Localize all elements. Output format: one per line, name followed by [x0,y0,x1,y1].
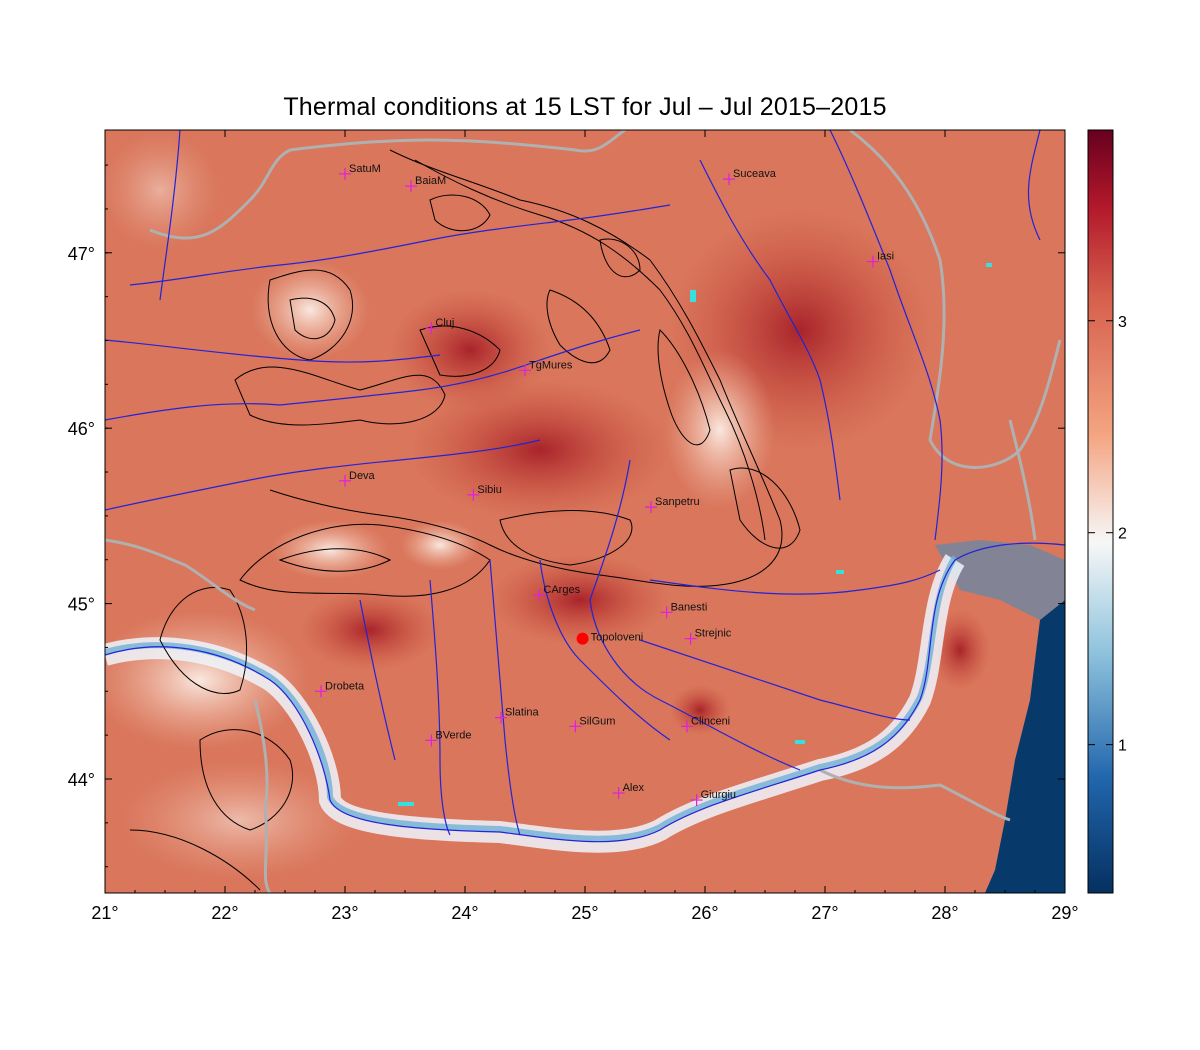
station-alex: Alex [612,782,645,800]
station-bverde: BVerde [425,729,471,747]
station-label: Slatina [505,707,540,719]
station-label: Drobeta [325,680,365,692]
lon-tick-label: 27° [811,903,838,923]
station-label: Cluj [435,317,454,329]
station-label: Giurgiu [701,789,736,801]
station-slatina: Slatina [495,707,540,724]
lon-tick-label: 22° [211,903,238,923]
station-label: Topoloveni [591,632,644,644]
station-label: SilGum [579,715,615,727]
danube-valley-blue [105,555,958,842]
station-label: BVerde [435,729,471,741]
lat-tick-label: 46° [68,419,95,439]
station-tgmures: TgMures [519,359,573,377]
danube-delta-water [935,540,1065,620]
lat-tick-label: 44° [68,770,95,790]
station-label: Banesti [671,601,708,613]
station-label: SatuM [349,163,381,175]
station-drobeta: Drobeta [315,680,365,698]
station-sanpetru: Sanpetru [645,496,700,514]
colorbar-tick-label: 3 [1118,314,1127,331]
lon-tick-label: 23° [331,903,358,923]
station-sibiu: Sibiu [467,484,502,501]
station-topoloveni: Topoloveni [576,632,644,645]
thermal-field [105,130,990,880]
station-label: Alex [623,782,645,794]
station-label: Clinceni [691,715,730,727]
elevation-contours [129,149,801,891]
station-carges: CArges [533,584,581,601]
station-label: Sanpetru [655,496,700,508]
highlight-station-dot [576,632,589,645]
station-satum: SatuM [339,163,381,180]
lakes [398,263,992,806]
lat-tick-label: 45° [68,595,95,615]
station-suceava: Suceava [723,168,777,186]
lat-tick-label: 47° [68,244,95,264]
station-label: Iasi [877,251,894,263]
station-label: Suceava [733,168,777,180]
station-silgum: SilGum [569,715,615,733]
longitude-axis: 21° 22° 23° 24° 25° 26° 27° 28° 29° [91,130,1079,923]
station-iasi: Iasi [867,251,894,268]
colorbar-tick-label: 1 [1118,738,1127,755]
colorbar-ticks: 1 2 3 [1088,314,1127,755]
station-markers: SatuM BaiaM Suceava Iasi Cluj TgMures Deva Sibi… [315,163,894,807]
station-label: TgMures [529,359,573,371]
lon-tick-label: 25° [571,903,598,923]
latitude-axis: 44° 45° 46° 47° [68,164,1065,868]
map-title: Thermal conditions at 15 LST for Jul – J… [283,93,887,121]
station-label: Deva [349,470,376,482]
station-strejnic: Strejnic [684,628,732,645]
station-label: CArges [543,584,580,596]
colorbar-gradient [1087,129,1114,894]
lon-tick-label: 21° [91,903,118,923]
station-clinceni: Clinceni [681,715,730,733]
station-giurgiu: Giurgiu [690,789,736,807]
lon-tick-label: 28° [931,903,958,923]
station-label: Strejnic [695,628,732,640]
station-baiam: BaiaM [405,175,446,193]
map-plot-area [105,130,1065,893]
lon-tick-label: 29° [1051,903,1078,923]
station-label: BaiaM [415,175,446,187]
station-deva: Deva [339,470,376,487]
lon-tick-label: 26° [691,903,718,923]
station-label: Sibiu [477,484,501,496]
rivers [105,130,1065,843]
black-sea [985,600,1065,893]
station-cluj: Cluj [425,317,454,335]
lon-tick-label: 24° [451,903,478,923]
country-border [105,130,1062,893]
station-banesti: Banesti [660,601,708,619]
colorbar: 1 2 3 [1087,129,1127,894]
colorbar-tick-label: 2 [1118,526,1127,543]
